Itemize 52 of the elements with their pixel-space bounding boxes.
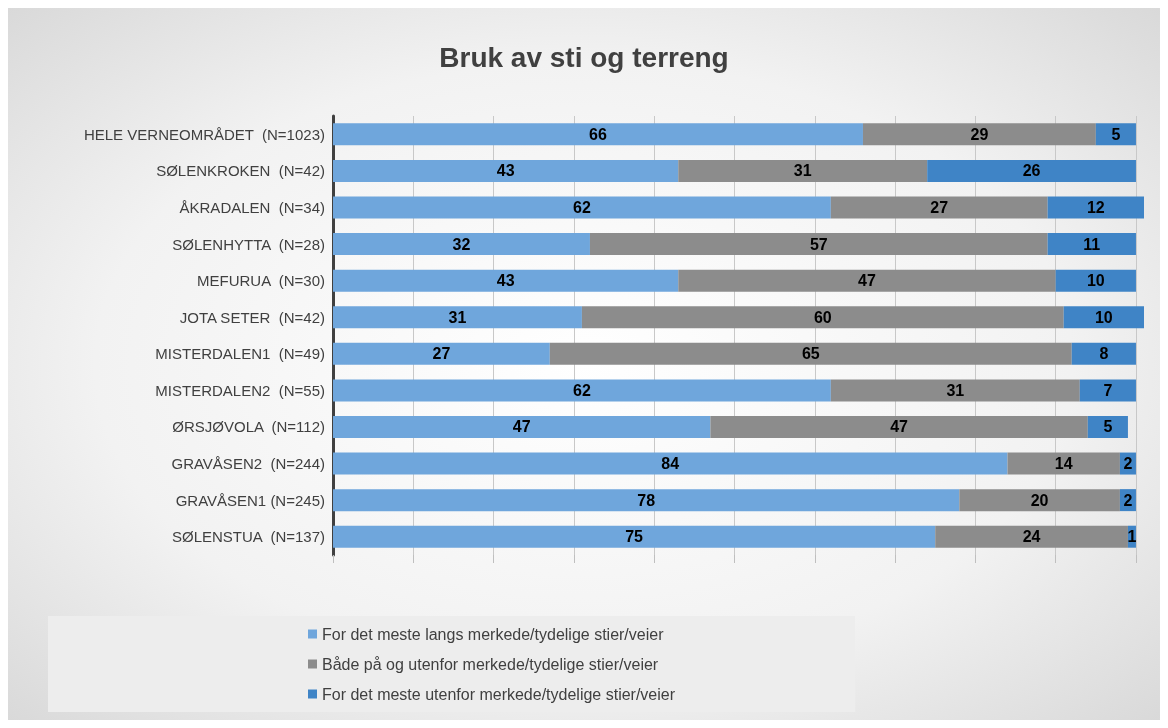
- data-label: 27: [432, 345, 451, 363]
- data-label: 20: [1030, 491, 1049, 509]
- data-label: 65: [801, 345, 820, 363]
- data-label: 29: [970, 125, 989, 143]
- data-label: 31: [793, 162, 812, 180]
- data-label: 47: [858, 272, 876, 290]
- data-label: 2: [1123, 491, 1133, 509]
- data-label: 24: [1022, 528, 1041, 546]
- data-label: 57: [809, 235, 828, 253]
- data-label: 84: [661, 455, 680, 473]
- data-label: 78: [637, 491, 656, 509]
- y-tick-label: GRAVÅSEN2 (N=244): [171, 455, 325, 473]
- data-label: 62: [573, 381, 591, 399]
- y-tick-label: JOTA SETER (N=42): [179, 308, 325, 326]
- y-tick-label: SØLENHYTTA (N=28): [172, 235, 325, 253]
- data-label: 14: [1054, 455, 1073, 473]
- data-label: 32: [452, 235, 471, 253]
- data-label: 47: [890, 418, 909, 436]
- data-label: 10: [1086, 272, 1105, 290]
- data-label: 43: [496, 272, 515, 290]
- legend-label: For det meste langs merkede/tydelige stier/veier: [322, 625, 665, 643]
- data-label: 31: [946, 381, 965, 399]
- y-tick-label: ØRSJØVOLA (N=112): [172, 418, 325, 436]
- data-label: 11: [1083, 235, 1101, 253]
- data-label: 62: [573, 198, 591, 216]
- legend-label: Både på og utenfor merkede/tydelige stier/veier: [322, 655, 659, 673]
- data-label: 8: [1099, 345, 1109, 363]
- data-label: 10: [1094, 308, 1113, 326]
- y-tick-label: SØLENSTUA (N=137): [172, 528, 325, 546]
- y-tick-label: GRAVÅSEN1 (N=245): [175, 491, 325, 509]
- data-label: 12: [1086, 198, 1105, 216]
- y-tick-label: HELE VERNEOMRÅDET (N=1023): [83, 125, 325, 143]
- data-label: 43: [496, 162, 515, 180]
- chart-title: Bruk av sti og terreng: [439, 41, 729, 73]
- data-label: 60: [813, 308, 832, 326]
- y-tick-label: MISTERDALEN2 (N=55): [155, 381, 325, 399]
- data-label: 47: [512, 418, 531, 436]
- y-tick-label: MISTERDALEN1 (N=49): [155, 345, 325, 363]
- data-label: 7: [1103, 381, 1113, 399]
- data-label: 75: [625, 528, 644, 546]
- data-label: 2: [1123, 455, 1133, 473]
- y-tick-label: ÅKRADALEN (N=34): [179, 198, 325, 216]
- data-label: 26: [1022, 162, 1041, 180]
- data-label: 31: [448, 308, 467, 326]
- data-label: 1: [1127, 528, 1137, 546]
- data-label: 66: [589, 125, 607, 143]
- y-tick-label: SØLENKROKEN (N=42): [156, 162, 325, 180]
- data-label: 5: [1103, 418, 1113, 436]
- legend-label: For det meste utenfor merkede/tydelige stier/veier: [322, 685, 676, 703]
- data-label: 5: [1111, 125, 1121, 143]
- y-tick-label: MEFURUA (N=30): [197, 272, 325, 290]
- data-label: 27: [930, 198, 949, 216]
